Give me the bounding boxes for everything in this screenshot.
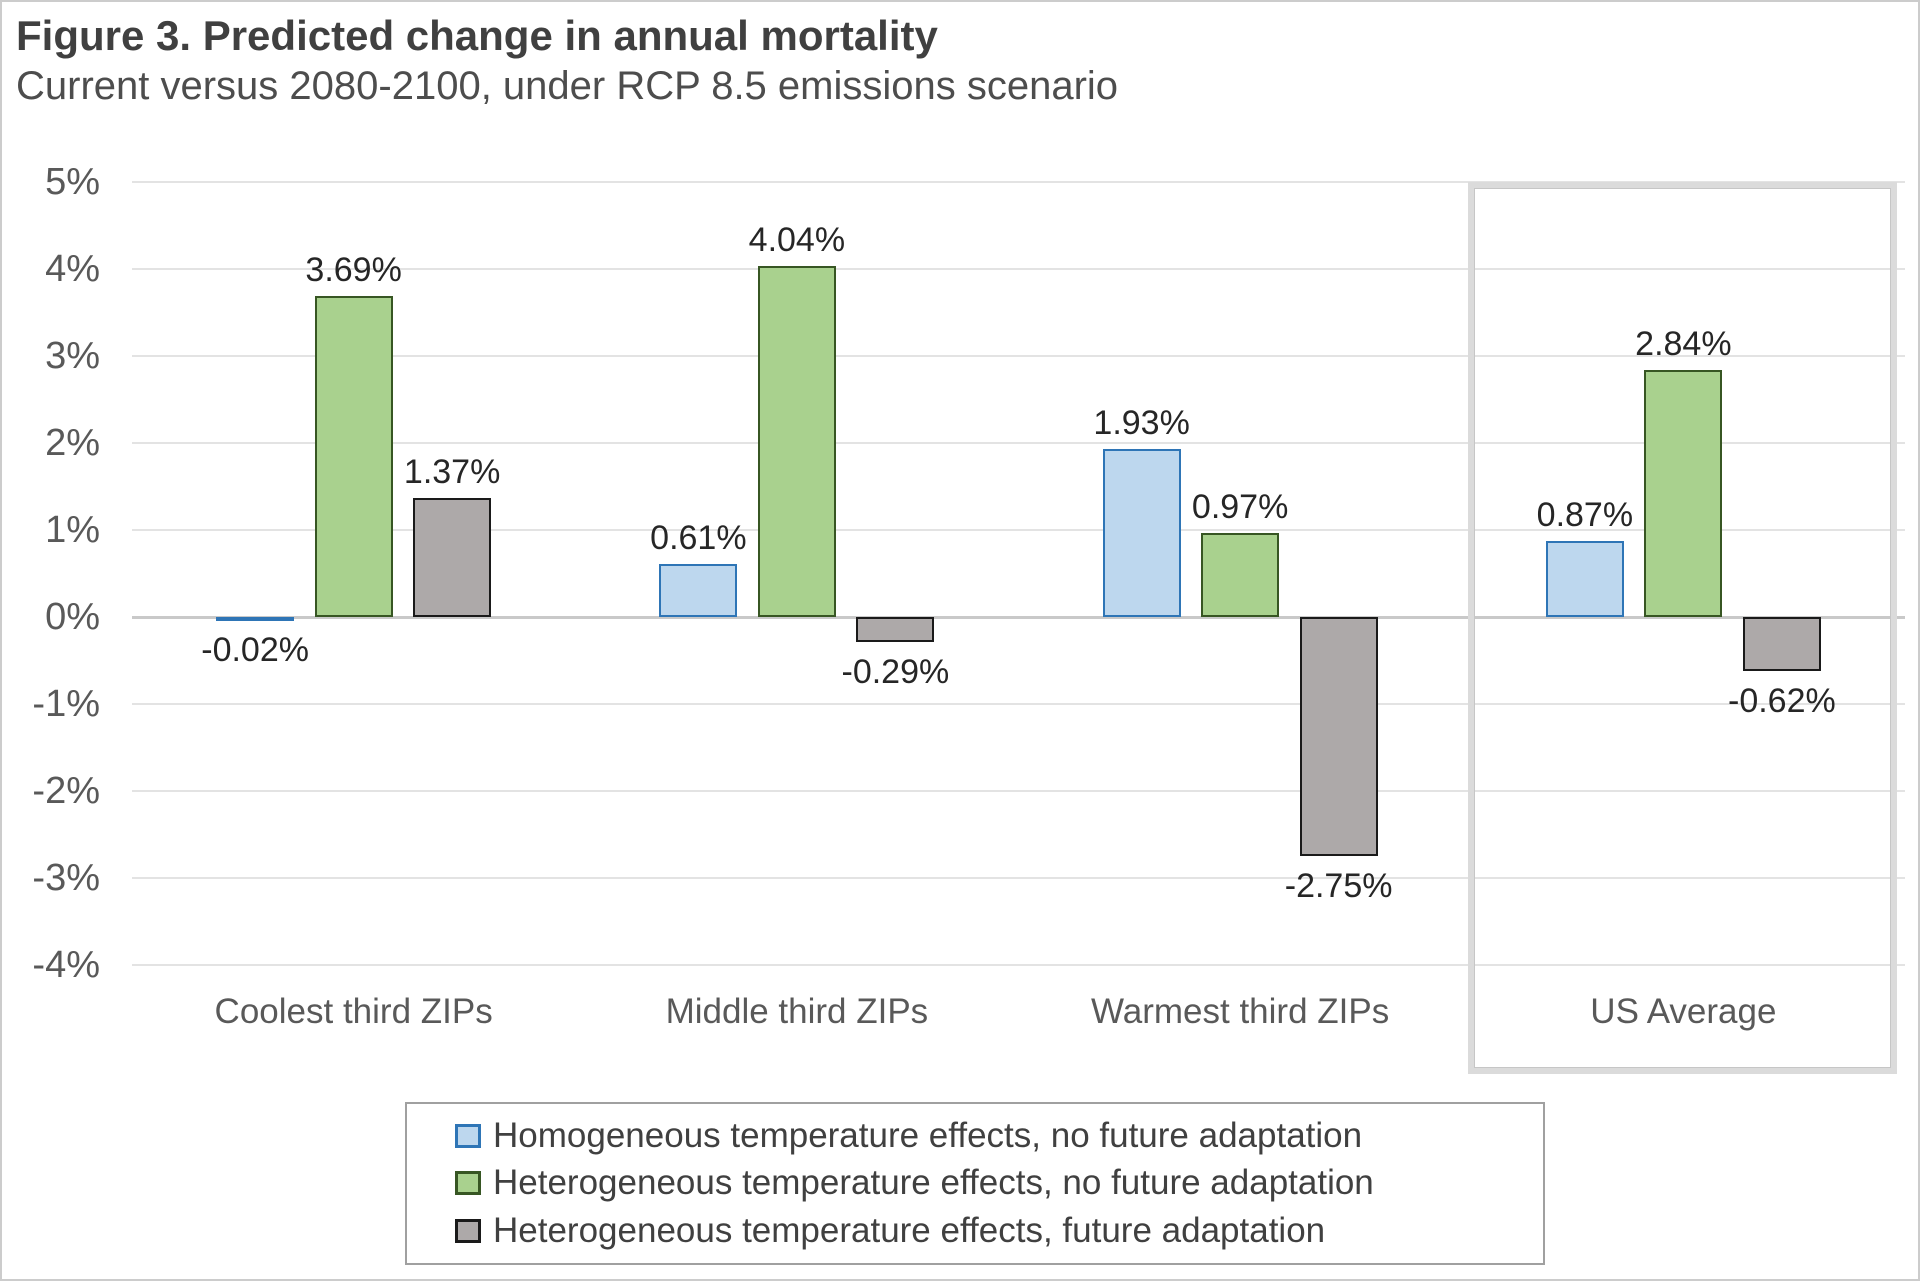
gridline — [132, 355, 1905, 357]
x-axis-category-label: Middle third ZIPs — [665, 992, 929, 1031]
bar — [1201, 532, 1280, 617]
x-axis-category-label: Coolest third ZIPs — [214, 992, 493, 1031]
bar — [1644, 369, 1723, 617]
chart-subtitle: Current versus 2080-2100, under RCP 8.5 … — [16, 64, 1119, 108]
legend-item: Heterogeneous temperature effects, futur… — [455, 1211, 1533, 1251]
chart-title: Figure 3. Predicted change in annual mor… — [16, 12, 938, 59]
y-axis-tick-label: 2% — [45, 422, 100, 464]
data-label: 1.37% — [403, 452, 501, 491]
bar — [216, 617, 295, 621]
data-label: -0.29% — [841, 653, 950, 692]
legend-item-label: Homogeneous temperature effects, no futu… — [493, 1115, 1363, 1155]
legend-item: Homogeneous temperature effects, no futu… — [455, 1116, 1533, 1156]
y-axis-tick-label: 1% — [45, 509, 100, 551]
data-label: 0.61% — [650, 518, 747, 557]
y-axis-tick-label: 4% — [45, 248, 100, 290]
legend-swatch-homogeneous-no-adaptation — [455, 1123, 481, 1148]
data-label: 1.93% — [1093, 404, 1190, 443]
legend-item-label: Heterogeneous temperature effects, no fu… — [493, 1163, 1374, 1203]
x-axis-category-label: US Average — [1590, 992, 1777, 1031]
y-axis-tick-label: 3% — [45, 335, 100, 377]
data-label: 3.69% — [305, 250, 402, 289]
zero-axis-line — [132, 615, 1905, 619]
bar — [856, 617, 935, 643]
bar — [413, 497, 492, 617]
y-axis-tick-label: -2% — [32, 770, 100, 812]
legend-swatch-heterogeneous-future-adaptation — [455, 1219, 481, 1244]
gridline — [132, 703, 1905, 705]
y-axis-tick-label: 0% — [45, 596, 100, 638]
data-label: 0.97% — [1191, 487, 1289, 526]
gridline — [132, 529, 1905, 531]
data-label: -0.02% — [201, 631, 309, 669]
bar — [757, 265, 836, 617]
data-label: 2.84% — [1635, 324, 1732, 363]
legend-item-label: Heterogeneous temperature effects, futur… — [493, 1211, 1326, 1251]
y-axis-tick-label: -1% — [32, 683, 100, 725]
y-axis-tick-label: -3% — [32, 857, 100, 899]
gridline — [132, 181, 1905, 183]
legend-item: Heterogeneous temperature effects, no fu… — [455, 1163, 1533, 1203]
bar — [1102, 449, 1181, 617]
gridline — [132, 964, 1905, 966]
bar — [659, 563, 738, 617]
y-axis-tick-label: 5% — [45, 161, 100, 203]
bar — [1545, 541, 1624, 617]
bar — [314, 295, 393, 617]
legend-swatch-heterogeneous-no-adaptation — [455, 1171, 481, 1196]
data-label: -2.75% — [1284, 867, 1393, 906]
gridline — [132, 790, 1905, 792]
data-label: -0.62% — [1728, 681, 1836, 720]
data-label: 0.87% — [1536, 496, 1634, 535]
gridline — [132, 877, 1905, 879]
data-label: 4.04% — [748, 220, 846, 259]
y-axis-tick-label: -4% — [32, 944, 100, 986]
gridline — [132, 268, 1905, 270]
legend: Homogeneous temperature effects, no futu… — [405, 1102, 1545, 1265]
gridline — [132, 442, 1905, 444]
x-axis-category-label: Warmest third ZIPs — [1091, 992, 1390, 1031]
us-average-highlight-box — [1468, 182, 1897, 1074]
bar — [1299, 617, 1378, 857]
bar — [1742, 617, 1821, 671]
